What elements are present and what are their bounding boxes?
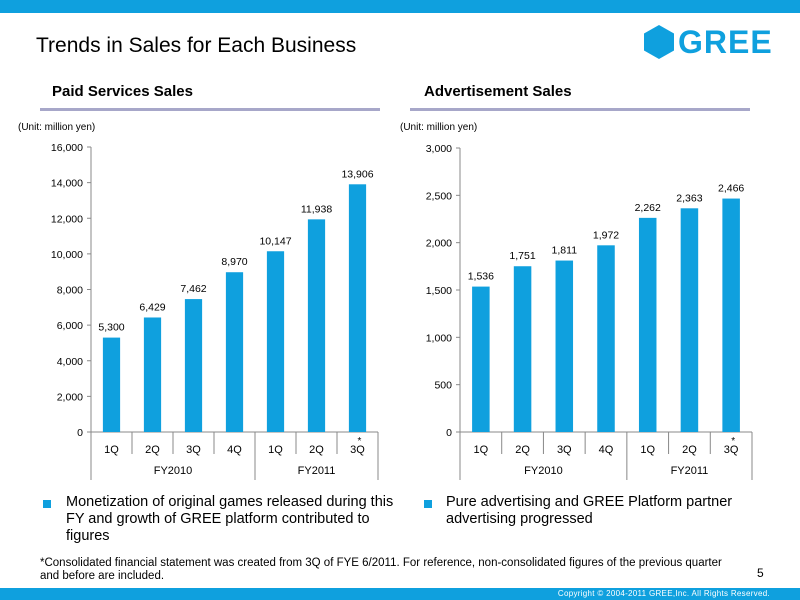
bar xyxy=(680,208,699,432)
y-tick-label: 8,000 xyxy=(57,285,83,297)
data-label: 1,751 xyxy=(509,250,535,262)
bar xyxy=(184,299,203,432)
x-category-label: 4Q xyxy=(227,444,242,456)
y-tick-label: 10,000 xyxy=(51,249,83,261)
y-tick-label: 16,000 xyxy=(51,142,83,154)
y-tick-label: 14,000 xyxy=(51,178,83,190)
right-section-underline xyxy=(410,108,750,111)
x-category-label: 2Q xyxy=(145,444,160,456)
page-number: 5 xyxy=(757,566,764,580)
data-label: 10,147 xyxy=(259,235,291,247)
y-tick-label: 2,000 xyxy=(426,238,452,250)
data-label: 2,262 xyxy=(635,202,661,214)
x-category-label: 2Q xyxy=(309,444,324,456)
left-unit-label: (Unit: million yen) xyxy=(18,122,96,133)
right-unit-label: (Unit: million yen) xyxy=(400,122,478,133)
right-bullet-marker xyxy=(424,500,432,508)
x-category-label: 3Q xyxy=(557,444,572,456)
page-title: Trends in Sales for Each Business xyxy=(36,34,357,57)
x-category-label: 1Q xyxy=(104,444,119,456)
right-bullet-text: Pure advertising and GREE Platform partn… xyxy=(446,494,733,527)
x-group-label: FY2011 xyxy=(671,465,709,477)
left-bullet-text: Monetization of original games released … xyxy=(66,494,394,544)
y-tick-label: 3,000 xyxy=(426,143,452,155)
left-section-title: Paid Services Sales xyxy=(52,83,193,100)
right-section-title: Advertisement Sales xyxy=(424,83,572,100)
x-group-label: FY2010 xyxy=(154,465,193,477)
x-category-label: 3Q xyxy=(724,444,739,456)
bar xyxy=(307,219,326,432)
x-category-label: 4Q xyxy=(599,444,614,456)
data-label: 1,536 xyxy=(468,271,494,283)
data-label: 11,938 xyxy=(301,203,332,215)
x-category-label: 3Q xyxy=(186,444,201,456)
bar xyxy=(597,245,615,432)
bar xyxy=(513,266,532,432)
footnote-marker: * xyxy=(358,436,362,447)
bottom-accent-bar xyxy=(0,588,800,600)
y-tick-label: 0 xyxy=(446,427,452,439)
copyright-text: Copyright © 2004-2011 GREE,Inc. All Righ… xyxy=(557,589,770,598)
bar xyxy=(722,198,740,432)
bar xyxy=(225,272,244,432)
y-tick-label: 1,000 xyxy=(426,332,452,344)
bar xyxy=(472,286,490,432)
paid-services-chart: 0 2,000 4,000 6,000 8,000 10,000 12,000 14,000 1… xyxy=(51,142,379,480)
data-label: 2,363 xyxy=(676,192,702,204)
logo-text: GREE xyxy=(678,24,773,60)
data-label: 7,462 xyxy=(180,283,206,295)
y-tick-label: 4,000 xyxy=(57,356,83,368)
bar xyxy=(266,251,285,432)
y-tick-label: 500 xyxy=(434,380,452,392)
left-bullet-marker xyxy=(43,500,51,508)
data-label: 1,811 xyxy=(552,245,578,257)
x-category-label: 3Q xyxy=(350,444,365,456)
data-label: 5,300 xyxy=(98,322,124,334)
y-tick-label: 12,000 xyxy=(51,213,83,225)
bar xyxy=(143,317,162,432)
left-section-underline xyxy=(40,108,380,111)
x-category-label: 2Q xyxy=(682,444,697,456)
bar xyxy=(638,217,657,432)
bar xyxy=(102,337,121,432)
data-label: 1,972 xyxy=(593,229,619,241)
bar xyxy=(348,184,367,432)
x-group-label: FY2011 xyxy=(298,465,336,477)
data-label: 2,466 xyxy=(718,183,744,195)
footnote: *Consolidated financial statement was cr… xyxy=(40,557,722,582)
y-tick-label: 2,500 xyxy=(426,190,452,202)
data-label: 8,970 xyxy=(221,256,247,268)
y-tick-label: 6,000 xyxy=(57,320,83,332)
x-category-label: 2Q xyxy=(515,444,530,456)
x-category-label: 1Q xyxy=(640,444,655,456)
bar xyxy=(555,260,574,432)
x-category-label: 1Q xyxy=(474,444,489,456)
data-label: 13,906 xyxy=(341,168,373,180)
y-tick-label: 0 xyxy=(77,427,83,439)
footnote-marker: * xyxy=(731,436,735,447)
top-accent-bar xyxy=(0,0,800,13)
y-tick-label: 1,500 xyxy=(426,285,452,297)
x-category-label: 1Q xyxy=(268,444,283,456)
hexagon-logo-icon xyxy=(644,25,674,59)
data-label: 6,429 xyxy=(139,301,165,313)
gree-logo: GREE xyxy=(642,24,772,60)
x-group-label: FY2010 xyxy=(524,465,563,477)
y-tick-label: 2,000 xyxy=(57,391,83,403)
advertisement-chart: 0 500 1,000 1,500 2,000 2,500 3,000 1Q 2Q 3Q 4Q 1Q 2… xyxy=(426,143,753,480)
